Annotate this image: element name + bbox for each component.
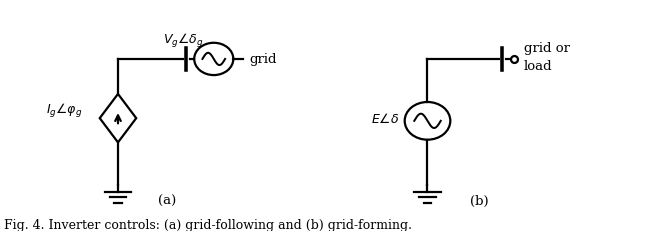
Text: $I_g\angle\varphi_g$: $I_g\angle\varphi_g$ — [46, 102, 82, 120]
Text: Fig. 4. Inverter controls: (a) grid-following and (b) grid-forming.: Fig. 4. Inverter controls: (a) grid-foll… — [4, 218, 412, 231]
Text: (b): (b) — [470, 194, 489, 207]
Text: grid or
load: grid or load — [524, 42, 570, 72]
Text: $E\angle\delta$: $E\angle\delta$ — [372, 112, 400, 126]
Text: (a): (a) — [158, 194, 176, 207]
Text: grid: grid — [249, 53, 277, 66]
Text: $V_g\angle\delta_g$: $V_g\angle\delta_g$ — [163, 32, 203, 50]
